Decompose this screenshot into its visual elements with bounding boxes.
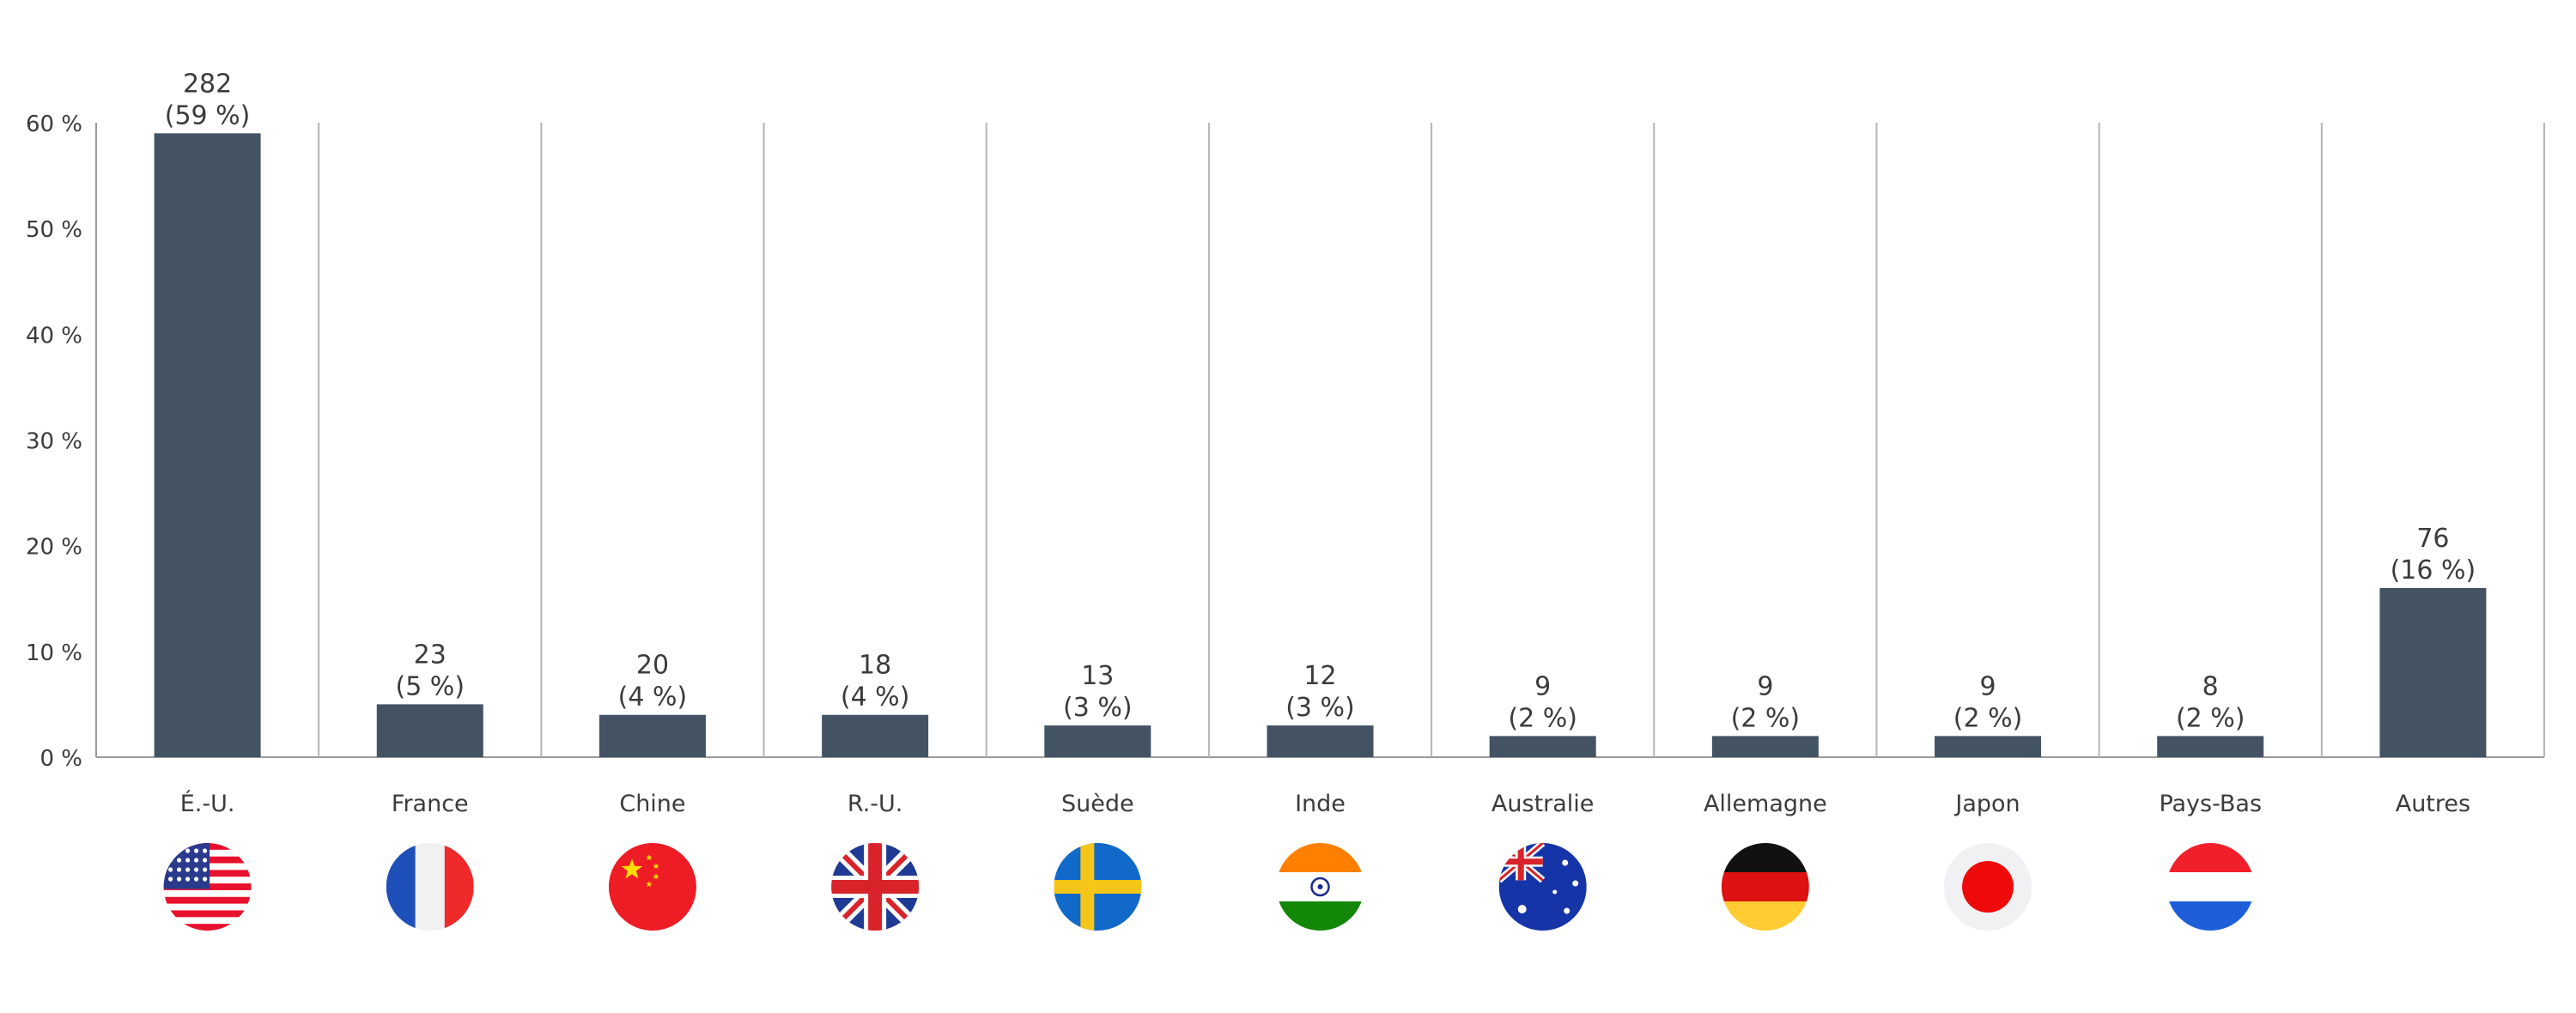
bar [1935, 736, 2042, 757]
japan-flag-icon [1944, 843, 2032, 931]
data-label-count: 9 [1534, 671, 1551, 701]
australia-flag-icon [1498, 843, 1587, 931]
bar [154, 133, 261, 758]
bar [1267, 725, 1374, 757]
data-label-count: 9 [1757, 671, 1773, 701]
data-label-percent: (16 %) [2391, 555, 2476, 585]
x-tick-label: Chine [619, 791, 685, 817]
data-label-count: 12 [1303, 661, 1336, 691]
bars [154, 133, 2487, 758]
x-tick-label: Autres [2396, 791, 2470, 817]
data-label-percent: (2 %) [1508, 703, 1577, 733]
data-label-percent: (4 %) [618, 682, 688, 713]
bar [1489, 736, 1596, 757]
data-label-percent: (3 %) [1063, 693, 1133, 723]
data-label-percent: (2 %) [1953, 703, 2023, 733]
x-tick-label: Suède [1061, 791, 1134, 817]
data-label-count: 8 [2202, 671, 2219, 701]
y-tick-label: 20 % [26, 535, 82, 561]
y-tick-label: 10 % [26, 640, 82, 666]
data-label-count: 23 [414, 640, 447, 670]
data-label-percent: (2 %) [1731, 703, 1801, 733]
x-tick-label: Pays-Bas [2159, 791, 2262, 817]
data-label-percent: (4 %) [841, 682, 910, 713]
sweden-flag-icon [1054, 843, 1142, 931]
data-label-percent: (3 %) [1285, 693, 1355, 723]
y-tick-label: 30 % [26, 429, 82, 455]
y-tick-label: 40 % [26, 323, 82, 349]
data-label-count: 9 [1979, 671, 1996, 701]
bar [376, 704, 483, 757]
x-tick-label: Inde [1295, 791, 1346, 817]
flags [163, 843, 2255, 931]
bar [1711, 736, 1819, 757]
bar [2379, 587, 2487, 757]
x-tick-label: Allemagne [1704, 791, 1827, 817]
bar [598, 714, 706, 757]
data-label-count: 282 [183, 69, 232, 99]
germany-flag-icon [1721, 843, 1809, 931]
us-flag-icon [163, 843, 252, 931]
axes: 0 % 10 % 20 % 30 % 40 % 50 % 60 % [26, 112, 2545, 772]
uk-flag-icon [831, 843, 920, 931]
data-label-percent: (2 %) [2176, 703, 2245, 733]
data-label-percent: (5 %) [395, 671, 465, 701]
india-flag-icon [1276, 843, 1364, 931]
x-tick-label: Japon [1953, 791, 2020, 817]
y-tick-label: 50 % [26, 217, 82, 243]
x-tick-label: France [392, 791, 469, 817]
bar [2157, 736, 2264, 757]
y-tick-label: 0 % [39, 746, 82, 772]
netherlands-flag-icon [2166, 843, 2255, 931]
x-tick-label: R.-U. [848, 791, 902, 817]
china-flag-icon [608, 843, 696, 931]
data-label-count: 76 [2416, 524, 2449, 554]
x-tick-label: Australie [1492, 791, 1595, 817]
data-label-count: 18 [859, 651, 891, 681]
x-tick-label: É.-U. [180, 790, 235, 817]
data-label-count: 20 [636, 651, 669, 681]
france-flag-icon [386, 843, 474, 931]
y-tick-label: 60 % [26, 112, 82, 137]
bar [822, 714, 929, 757]
bar [1044, 725, 1151, 757]
data-label-percent: (59 %) [165, 100, 251, 130]
data-label-count: 13 [1081, 661, 1114, 691]
